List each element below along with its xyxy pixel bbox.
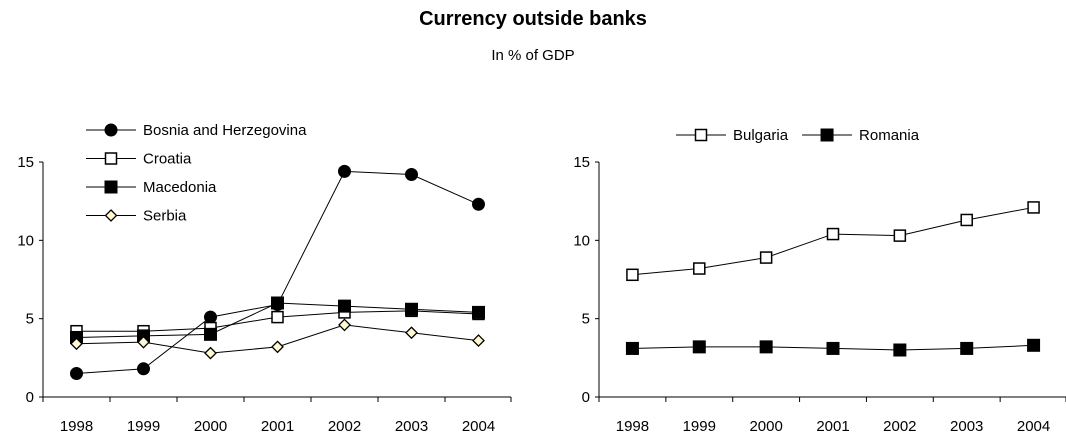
data-point [1027, 338, 1041, 352]
data-point [625, 341, 639, 355]
x-tick-label: 2001 [261, 418, 294, 435]
data-point [960, 213, 973, 227]
x-tick-label: 1999 [127, 418, 160, 435]
x-tick-label: 1999 [683, 418, 716, 435]
x-tick-label: 2000 [749, 418, 782, 435]
series-bulgaria [626, 201, 1040, 282]
data-point [405, 326, 418, 340]
x-tick-label: 2002 [883, 418, 916, 435]
data-point [893, 343, 907, 357]
data-point [204, 310, 217, 324]
chart-panel-1: 0 5 10 15 1998 1999 2000 2001 2002 2003 2004 Bosnia… [17, 122, 512, 435]
y-tick-label: 15 [17, 154, 34, 171]
data-point [338, 299, 351, 313]
series-serbia [70, 318, 485, 360]
x-tick-label: 2001 [816, 418, 849, 435]
chart-panel-2: 0 5 10 15 1998 1999 2000 2001 2002 2003 2004 Bulgar… [573, 127, 1066, 435]
legend-marker [104, 180, 118, 194]
data-point [271, 340, 284, 354]
data-point [405, 168, 418, 182]
legend-marker [694, 128, 708, 142]
x-tick-label: 2003 [950, 418, 983, 435]
y-tick-label: 10 [573, 232, 590, 249]
data-point [271, 296, 284, 310]
data-point [70, 367, 83, 380]
x-tick-label: 2000 [194, 418, 227, 435]
data-point [70, 337, 83, 351]
x-tick-label: 2003 [395, 418, 428, 435]
y-tick-label: 5 [26, 311, 34, 328]
data-point [472, 197, 485, 211]
legend-label: Croatia [143, 151, 192, 168]
y-tick-label: 10 [17, 232, 34, 249]
data-point [960, 341, 974, 355]
x-tick-label: 1998 [616, 418, 649, 435]
data-point [271, 310, 284, 324]
legend: Bulgaria Romania [676, 127, 920, 144]
legend-marker [104, 209, 118, 222]
data-point [137, 335, 150, 349]
data-point [759, 251, 773, 264]
y-tick-label: 15 [573, 154, 590, 171]
legend-marker [820, 128, 834, 142]
legend-label: Bulgaria [733, 127, 789, 144]
data-point [472, 334, 485, 348]
data-point [626, 268, 639, 282]
series-line [632, 206, 1034, 276]
y-tick-label: 5 [582, 311, 590, 328]
data-point [692, 340, 706, 354]
legend: Bosnia and Herzegovina Croatia Macedonia Se… [86, 122, 307, 225]
data-point [472, 305, 485, 319]
data-point [204, 327, 217, 341]
data-point [693, 262, 706, 275]
x-tick-label: 2004 [462, 418, 495, 435]
chart-title: Currency outside banks [419, 8, 647, 30]
y-tick-label: 0 [582, 389, 590, 406]
data-point [826, 341, 840, 355]
data-point [1027, 201, 1040, 214]
legend-marker [104, 152, 118, 165]
data-point [338, 164, 351, 178]
series-romania [625, 338, 1041, 357]
data-point [893, 229, 907, 242]
legend-label: Serbia [143, 208, 187, 225]
data-point [759, 340, 773, 354]
data-point [204, 346, 217, 360]
x-tick-label: 2004 [1017, 418, 1050, 435]
legend-label: Bosnia and Herzegovina [143, 122, 307, 139]
data-point [338, 318, 351, 332]
x-tick-label: 2002 [328, 418, 361, 435]
legend-label: Macedonia [143, 179, 217, 196]
data-point [405, 302, 418, 316]
x-tick-label: 1998 [60, 418, 93, 435]
legend-label: Romania [859, 127, 920, 144]
data-point [826, 227, 840, 241]
data-point [137, 362, 150, 376]
chart-subtitle: In % of GDP [491, 47, 575, 64]
y-tick-label: 0 [26, 389, 34, 406]
legend-marker [104, 123, 118, 137]
